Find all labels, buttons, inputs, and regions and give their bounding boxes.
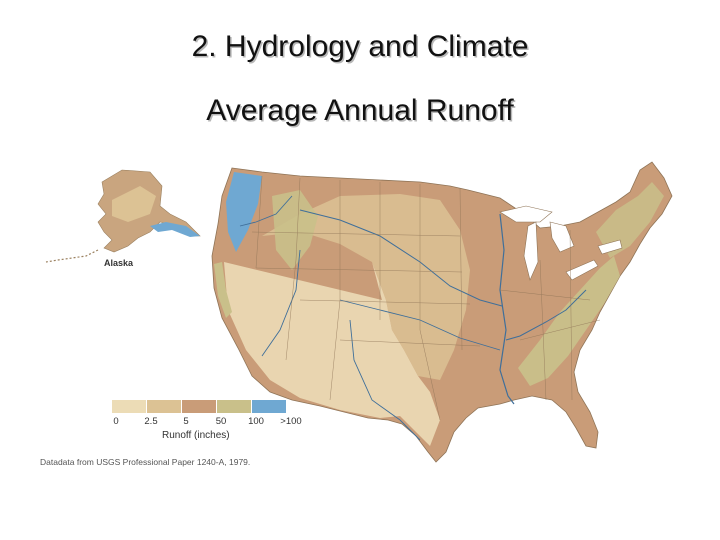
alaska-label: Alaska [104,258,134,268]
legend-swatch [252,400,286,413]
legend-swatch [147,400,181,413]
lake-superior [499,205,553,223]
legend-swatch [112,400,146,413]
northeast-zone [596,182,664,258]
legend-tick-label: 100 [248,416,264,427]
california-coast-zone [214,262,232,318]
alaska-moderate-zone [112,186,156,222]
map-legend: 0 2.5 5 50 100 >100 Runoff (inches) [112,400,302,441]
lake-michigan [523,221,539,281]
legend-swatch [182,400,216,413]
legend-swatch [217,400,251,413]
state-boundaries [251,175,601,421]
arid-southwest-zone [224,232,440,446]
legend-tick-label: >100 [280,416,302,427]
source-credit: Datadata from USGS Professional Paper 12… [40,457,251,467]
great-plains-zone [262,194,470,380]
legend-tick-label: 5 [183,416,189,427]
legend-tick-label: 2.5 [144,416,158,427]
legend-tick-label: 50 [215,416,227,427]
legend-ticks: 0 2.5 5 50 100 >100 [112,416,302,430]
slide-title: 2. Hydrology and Climate [191,30,529,63]
colorado-river [261,249,301,357]
legend-title: Runoff (inches) [162,430,230,441]
legend-swatches [112,400,302,413]
lake-erie [565,259,599,281]
mississippi-river [499,213,515,405]
columbia-river [239,195,293,227]
alaska-inset [45,169,201,263]
legend-tick-label: 0 [113,416,119,427]
appalachian-zone [518,256,620,386]
pacific-northwest-wet-zone [226,172,262,252]
alaska-aleutians [45,249,99,263]
ohio-river [505,289,587,341]
rio-grande [349,319,421,441]
alaska-wet-coast [150,222,200,237]
rocky-mountain-zone [272,190,318,270]
lake-ontario [597,239,623,255]
lake-huron [549,221,575,253]
slide-subtitle: Average Annual Runoff [206,94,514,127]
contiguous-us [211,161,673,463]
